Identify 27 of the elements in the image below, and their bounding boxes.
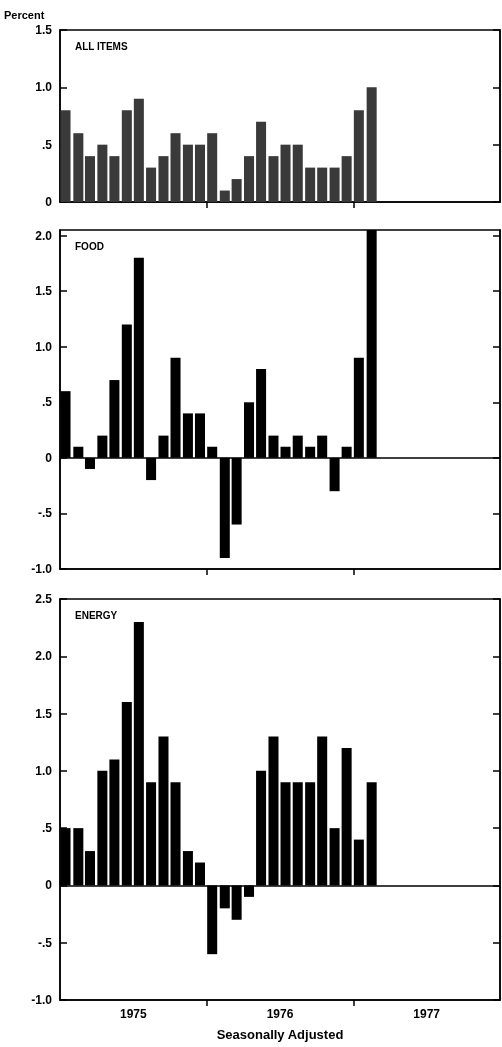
y-tick-label: -.5	[37, 506, 53, 521]
y-tick-label: .5	[41, 395, 53, 410]
y-tick-label: 2.0	[35, 228, 53, 243]
y-tick-label: 0	[45, 195, 53, 209]
x-tick-label: 1977	[413, 1007, 441, 1021]
y-tick-label: 1.0	[35, 339, 53, 354]
y-tick-label: 1.5	[35, 706, 53, 721]
x-tick-label: 1975	[119, 1007, 147, 1021]
y-tick-label: -.5	[37, 935, 53, 950]
y-tick-label: 0	[45, 878, 53, 893]
y-tick-label: 1.5	[35, 284, 53, 299]
y-tick-label: 2.0	[35, 649, 53, 664]
x-axis-title: Seasonally Adjusted	[216, 1027, 344, 1042]
y-axis-title: Percent	[4, 8, 45, 21]
text: ENERGY	[75, 609, 118, 621]
y-tick-label: 0	[45, 450, 53, 465]
y-tick-label: 1.0	[35, 763, 53, 778]
text: ALL ITEMS	[75, 40, 128, 52]
x-tick-label: 1976	[266, 1007, 294, 1021]
y-tick-label: 1.0	[35, 80, 53, 95]
y-tick-label: .5	[41, 821, 53, 836]
text: FOOD	[75, 240, 104, 252]
y-tick-label: -1.0	[31, 993, 53, 1007]
y-tick-label: 1.5	[35, 23, 53, 37]
y-tick-label: .5	[41, 137, 53, 152]
y-tick-label: -1.0	[31, 562, 53, 576]
y-tick-label: 2.5	[35, 592, 53, 606]
